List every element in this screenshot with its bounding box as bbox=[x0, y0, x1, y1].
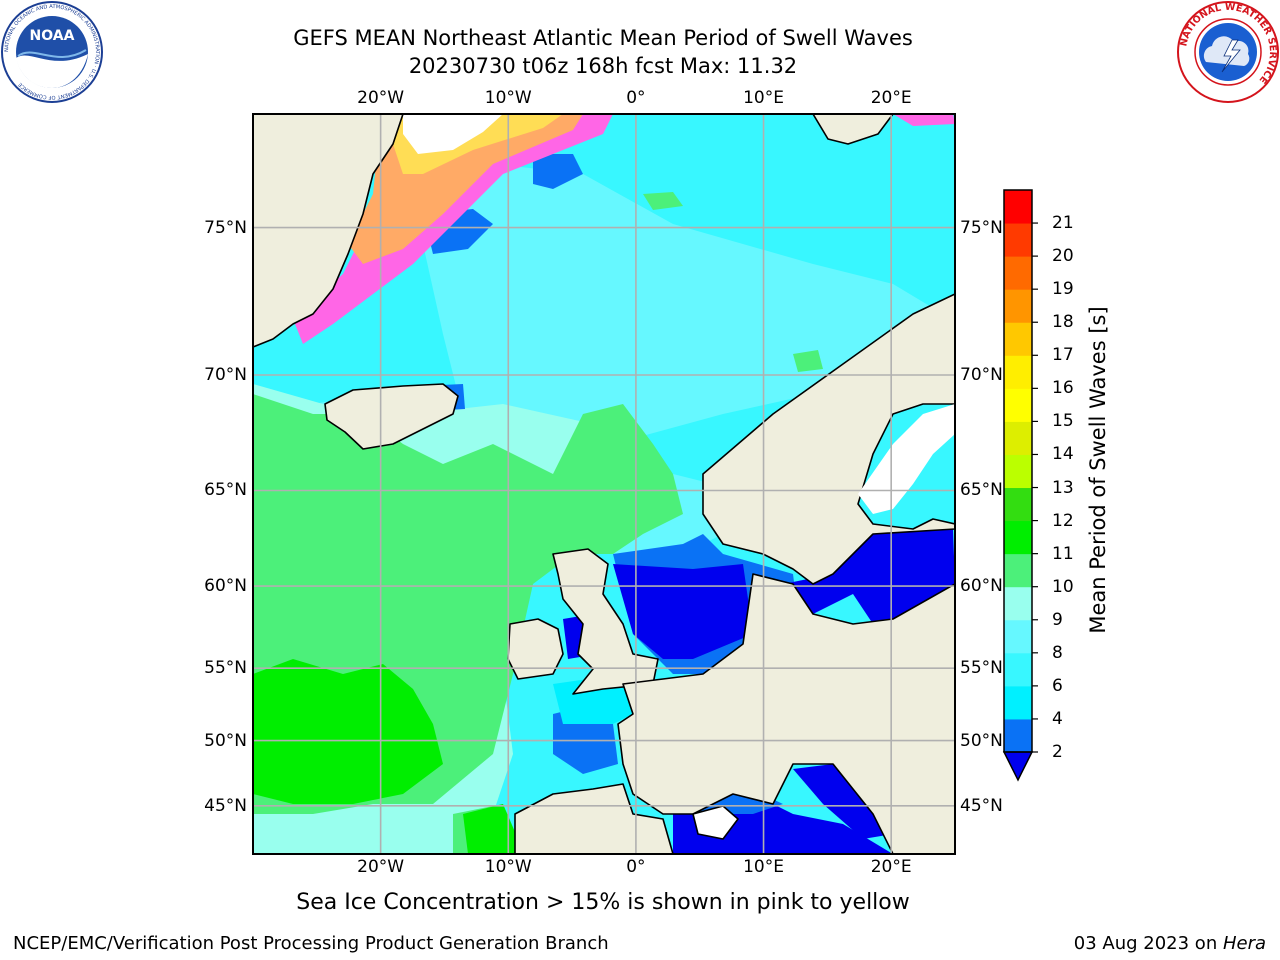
sea-ice-overlay bbox=[293, 114, 955, 344]
lon-tick-label-bottom: 20°W bbox=[357, 857, 405, 877]
colorbar-tick-label: 19 bbox=[1052, 279, 1074, 300]
colorbar-tick-label: 20 bbox=[1052, 246, 1074, 267]
swell-zone-under2-adriatic bbox=[793, 764, 893, 839]
greenland bbox=[253, 114, 404, 348]
lat-tick-label-right: 75°N bbox=[960, 217, 1003, 238]
colorbar-tick-label: 13 bbox=[1052, 477, 1074, 498]
colorbar-band bbox=[1004, 388, 1032, 422]
swell-zone-9-10s-norway-patch bbox=[793, 350, 823, 372]
colorbar-tick-label: 11 bbox=[1052, 543, 1074, 564]
lat-tick-label-left: 60°N bbox=[204, 576, 247, 597]
lat-tick-label-right: 45°N bbox=[960, 795, 1003, 816]
lat-tick-label-right: 65°N bbox=[960, 480, 1003, 501]
colorbar-label: Mean Period of Swell Waves [s] bbox=[1086, 306, 1110, 634]
gulf-of-bothnia-unfilled bbox=[858, 404, 955, 514]
sea-ice-note: Sea Ice Concentration > 15% is shown in … bbox=[296, 890, 910, 915]
lat-tick-label-left: 45°N bbox=[204, 795, 247, 816]
colorbar-under-extension bbox=[1002, 751, 1034, 782]
colorbar-band bbox=[1004, 718, 1032, 753]
lon-tick-label-top: 20°E bbox=[870, 88, 912, 108]
colorbar-band bbox=[1004, 355, 1032, 389]
colorbar-band bbox=[1004, 289, 1032, 323]
colorbar-tick-label: 12 bbox=[1052, 510, 1074, 531]
lon-tick-label-bottom: 10°E bbox=[743, 857, 784, 877]
lat-tick-label-right: 70°N bbox=[960, 364, 1003, 385]
sea-ice-white-core bbox=[403, 114, 503, 154]
land-masses bbox=[253, 114, 955, 854]
colorbar-band bbox=[1004, 553, 1032, 588]
swell-zone-10-11s-south bbox=[463, 804, 518, 854]
lat-tick-label-left: 55°N bbox=[204, 658, 247, 679]
lon-tick-label-bottom: 20°E bbox=[870, 857, 912, 877]
chart-title: GEFS MEAN Northeast Atlantic Mean Period… bbox=[293, 26, 913, 50]
footer-host: Hera bbox=[1222, 933, 1266, 954]
footer-date-text: 03 Aug 2023 on bbox=[1073, 933, 1223, 954]
colorbar-band bbox=[1004, 454, 1032, 489]
iberia bbox=[514, 783, 674, 854]
colorbar-band bbox=[1004, 190, 1032, 224]
swell-zone-9-10s-greenland-patch bbox=[643, 192, 683, 210]
corsica-sardinia-unfilled bbox=[692, 805, 739, 840]
colorbar-band bbox=[1004, 652, 1032, 687]
map-panel bbox=[252, 113, 956, 855]
chart-subtitle-run: 20230730 t06z 168h fcst Max: 11.32 bbox=[408, 54, 798, 78]
continental-europe bbox=[617, 573, 955, 854]
swell-zone-under2-north-sea bbox=[613, 564, 753, 659]
colorbar-band bbox=[1004, 685, 1032, 720]
lat-tick-label-left: 65°N bbox=[204, 480, 247, 501]
lat-tick-label-right: 55°N bbox=[960, 658, 1003, 679]
lon-tick-label-top: 10°W bbox=[484, 88, 532, 108]
iceland bbox=[324, 383, 459, 450]
map-frame bbox=[252, 113, 956, 855]
noaa-logo-text: NOAA bbox=[30, 28, 75, 44]
swell-zone-2-4s-north bbox=[533, 154, 583, 189]
colorbar-band bbox=[1004, 223, 1032, 257]
lon-tick-label-top: 20°W bbox=[357, 88, 405, 108]
lat-tick-label-left: 75°N bbox=[204, 217, 247, 238]
colorbar-band bbox=[1004, 520, 1032, 555]
colorbar-tick-label: 8 bbox=[1052, 642, 1063, 663]
swell-zone-under2-baltic bbox=[783, 529, 955, 624]
lat-tick-label-right: 50°N bbox=[960, 730, 1003, 751]
colorbar-tick-label: 21 bbox=[1052, 213, 1074, 234]
noaa-logo: NOAA NATIONAL OCEANIC AND ATMOSPHERIC AD… bbox=[1, 1, 103, 103]
colorbar-tick-label: 6 bbox=[1052, 675, 1063, 696]
footer-credit: NCEP/EMC/Verification Post Processing Pr… bbox=[13, 933, 609, 954]
svalbard bbox=[812, 114, 894, 145]
colorbar-frame bbox=[1003, 189, 1033, 753]
lat-lon-grid bbox=[253, 114, 955, 854]
lon-tick-label-bottom: 10°W bbox=[484, 857, 532, 877]
colorbar-tick-label: 18 bbox=[1052, 312, 1074, 333]
lon-tick-label-bottom: 0° bbox=[626, 857, 646, 877]
lat-tick-label-left: 70°N bbox=[204, 364, 247, 385]
colorbar bbox=[1002, 189, 1038, 782]
colorbar-band bbox=[1004, 586, 1032, 621]
swell-zone-6-8s-north bbox=[403, 154, 955, 454]
lon-tick-label-top: 10°E bbox=[743, 88, 784, 108]
sea-ice-svalbard-edge bbox=[893, 114, 955, 126]
colorbar-tick-label: 17 bbox=[1052, 345, 1074, 366]
colorbar-band bbox=[1004, 487, 1032, 522]
colorbar-tick-label: 14 bbox=[1052, 444, 1074, 465]
sea-ice-pink-band bbox=[293, 114, 613, 344]
colorbar-band bbox=[1004, 256, 1032, 290]
swell-zone-10-11s-core bbox=[253, 659, 443, 804]
scandinavia bbox=[702, 293, 955, 585]
colorbar-tick-label: 4 bbox=[1052, 708, 1063, 729]
ireland bbox=[507, 618, 564, 680]
colorbar-tick-label: 9 bbox=[1052, 609, 1063, 630]
colorbar-band bbox=[1004, 421, 1032, 455]
colorbar-tick-label: 16 bbox=[1052, 378, 1074, 399]
lon-tick-label-top: 0° bbox=[626, 88, 646, 108]
lat-tick-label-right: 60°N bbox=[960, 576, 1003, 597]
footer-date: 03 Aug 2023 on Hera bbox=[1074, 933, 1266, 954]
colorbar-tick-label: 10 bbox=[1052, 576, 1074, 597]
colorbar-band bbox=[1004, 619, 1032, 654]
colorbar-tick-label: 15 bbox=[1052, 411, 1074, 432]
nws-logo: NATIONAL WEATHER SERVICE bbox=[1177, 1, 1279, 103]
colorbar-tick-label: 2 bbox=[1052, 742, 1063, 762]
lat-tick-label-left: 50°N bbox=[204, 730, 247, 751]
colorbar-band bbox=[1004, 322, 1032, 356]
